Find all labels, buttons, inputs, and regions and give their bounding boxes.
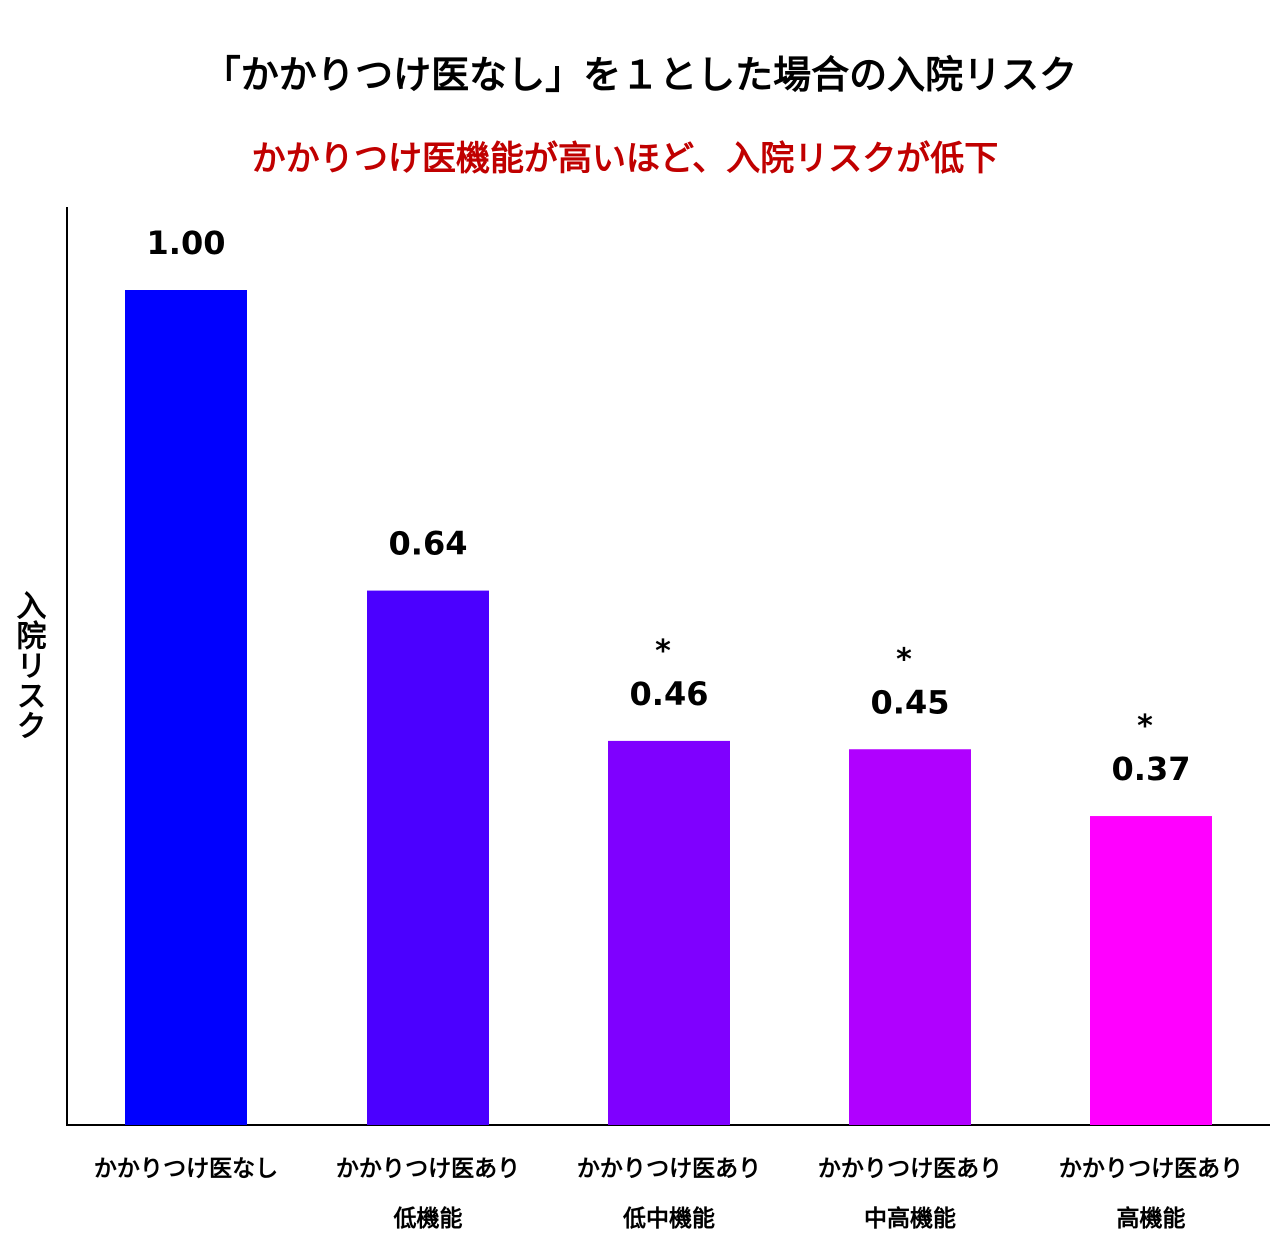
significance-marker-3: * (655, 634, 671, 669)
data-label-2: 0.64 (389, 525, 468, 563)
x-tick-label-2-line-1: かかりつけ医あり (336, 1156, 520, 1182)
data-label-5: 0.37 (1112, 750, 1191, 788)
bar-4 (849, 749, 971, 1125)
x-tick-label-5-line-1: かかりつけ医あり (1059, 1156, 1243, 1182)
chart-title: 「かかりつけ医なし」を１とした場合の入院リスク (203, 53, 1077, 97)
data-label-4: 0.45 (871, 683, 950, 721)
y-axis-label: 入院リスク (11, 590, 47, 740)
significance-marker-4: * (896, 642, 912, 677)
x-tick-label-2-line-2: 低機能 (393, 1205, 463, 1232)
bars-group: 1.00かかりつけ医なし0.64かかりつけ医あり低機能0.46*かかりつけ医あり… (94, 224, 1243, 1232)
x-tick-label-4-line-1: かかりつけ医あり (818, 1156, 1002, 1182)
x-tick-label-1-line-1: かかりつけ医なし (94, 1156, 278, 1182)
data-label-1: 1.00 (147, 224, 226, 262)
data-label-3: 0.46 (630, 675, 709, 713)
x-tick-label-3-line-2: 低中機能 (622, 1205, 715, 1232)
x-tick-label-3-line-1: かかりつけ医あり (577, 1156, 761, 1182)
bar-3 (608, 740, 730, 1125)
x-tick-label-4-line-2: 中高機能 (864, 1205, 956, 1232)
x-tick-label-5-line-2: 高機能 (1117, 1205, 1186, 1232)
significance-marker-5: * (1137, 709, 1153, 744)
bar-2 (367, 590, 489, 1125)
bar-5 (1090, 816, 1212, 1125)
chart-subtitle: かかりつけ医機能が高いほど、入院リスクが低下 (252, 139, 999, 179)
bar-1 (125, 290, 247, 1125)
